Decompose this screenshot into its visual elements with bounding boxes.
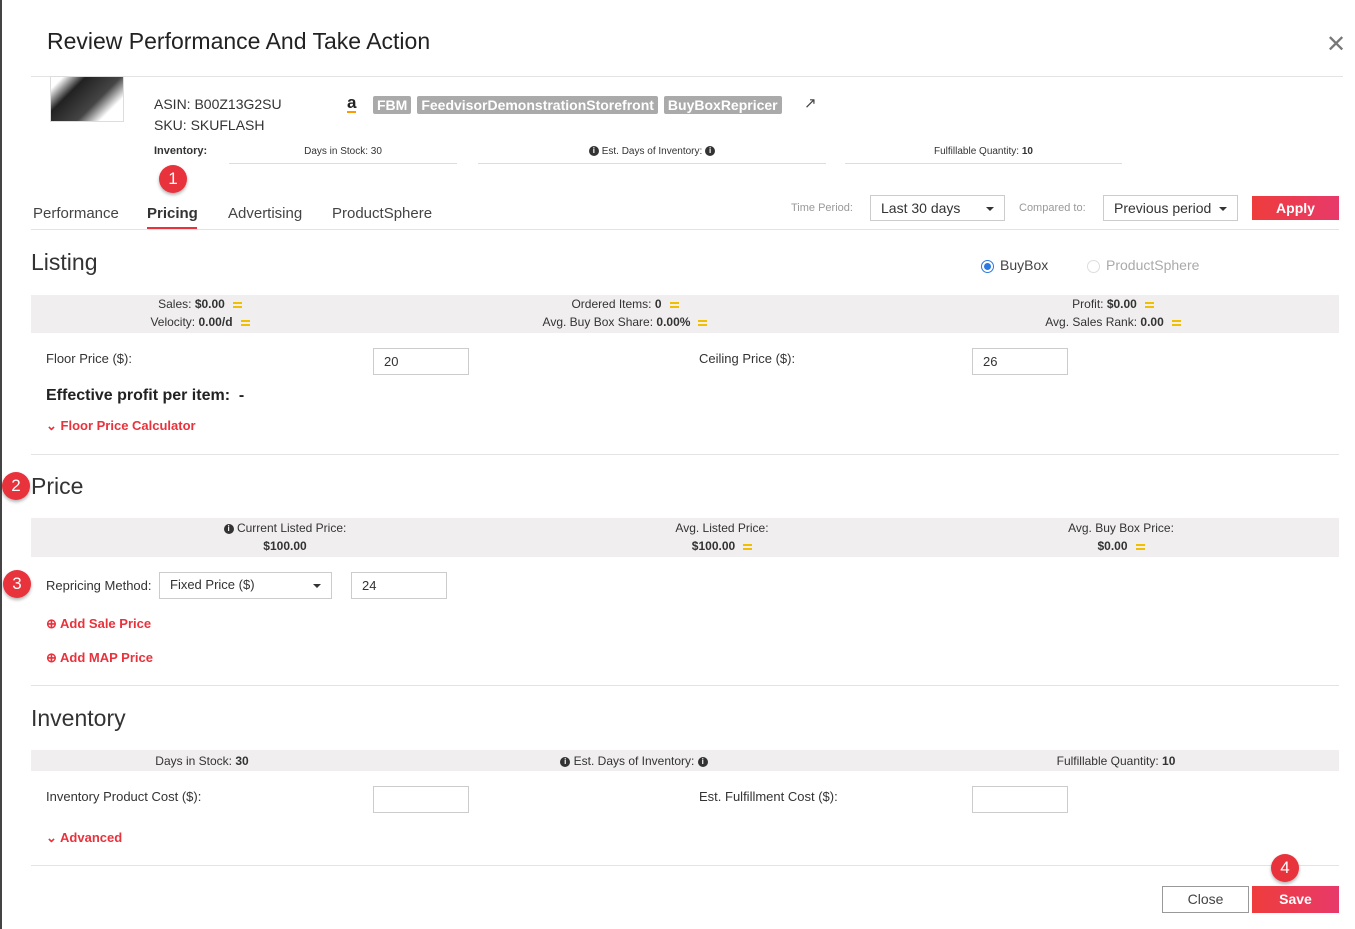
time-period-select[interactable]: Last 30 days [870, 195, 1005, 221]
ceiling-price-input[interactable]: 26 [972, 348, 1068, 375]
floor-price-calculator-link[interactable]: ⌄ Floor Price Calculator [46, 418, 196, 433]
badge-fulfillment: FBM [373, 96, 412, 114]
dialog-title: Review Performance And Take Action [47, 28, 431, 54]
repricing-method-label: Repricing Method: [46, 578, 152, 593]
badge-storefront: FeedvisorDemonstrationStorefront [417, 96, 658, 114]
divider [31, 229, 1339, 230]
stat-ordered-items: Ordered Items: 0 [425, 297, 825, 311]
equal-icon [232, 301, 242, 308]
equal-icon [1171, 319, 1181, 326]
inv-fulfillable: Fulfillable Quantity: 10 [1056, 754, 1176, 768]
radio-productsphere[interactable]: ProductSphere [1087, 257, 1199, 273]
stat-profit: Profit: $0.00 [913, 297, 1313, 311]
tab-advertising[interactable]: Advertising [228, 205, 303, 222]
info-icon: i [697, 756, 708, 767]
inv-days-in-stock: Days in Stock: 30 [155, 754, 249, 768]
stat-avg-listed-price: Avg. Listed Price: $100.00 [675, 521, 769, 553]
close-icon[interactable]: ✕ [1326, 31, 1347, 58]
radio-icon [981, 259, 994, 273]
close-button[interactable]: Close [1162, 886, 1249, 913]
chevron-down-icon [313, 584, 321, 588]
fulfillable-quantity: Fulfillable Quantity: 10 [845, 146, 1122, 164]
tab-pricing[interactable]: Pricing [147, 205, 198, 222]
inventory-label: Inventory: [154, 145, 208, 157]
info-icon: i [223, 523, 234, 534]
badge-repricer: BuyBoxRepricer [663, 96, 782, 114]
step-marker-4: 4 [1271, 854, 1299, 882]
stat-avg-buybox-price: Avg. Buy Box Price: $0.00 [1068, 521, 1174, 553]
info-icon: i [560, 756, 571, 767]
listing-heading: Listing [31, 249, 98, 275]
compared-to-select[interactable]: Previous period [1103, 195, 1238, 221]
product-cost-label: Inventory Product Cost ($): [46, 789, 202, 804]
radio-icon [1087, 259, 1100, 273]
equal-icon [669, 301, 679, 308]
tab-productsphere[interactable]: ProductSphere [332, 205, 433, 222]
step-marker-2: 2 [2, 472, 30, 500]
stat-current-listed-price: i Current Listed Price: $100.00 [85, 521, 485, 557]
effective-profit: Effective profit per item: - [46, 387, 245, 404]
inventory-stats-band [31, 750, 1339, 771]
external-link-icon[interactable]: ↗ [804, 95, 817, 112]
equal-icon [1144, 301, 1154, 308]
inv-est-days: i Est. Days of Inventory: i [434, 754, 834, 768]
stat-sales: Sales: $0.00 [0, 297, 400, 311]
product-thumbnail [50, 76, 124, 122]
advanced-link[interactable]: ⌄ Advanced [46, 830, 123, 845]
stat-sales-rank: Avg. Sales Rank: 0.00 [913, 315, 1313, 329]
days-in-stock: Days in Stock: 30 [229, 146, 457, 164]
floor-price-input[interactable]: 20 [373, 348, 469, 375]
floor-price-label: Floor Price ($): [46, 351, 132, 366]
tab-performance[interactable]: Performance [33, 205, 119, 222]
badge-list: FBM FeedvisorDemonstrationStorefront BuyBo… [373, 96, 788, 114]
info-icon: i [588, 146, 599, 157]
divider [31, 865, 1339, 866]
radio-buybox[interactable]: BuyBox [981, 257, 1048, 273]
info-icon: i [705, 146, 716, 157]
step-marker-1: 1 [159, 165, 187, 193]
equal-icon [743, 543, 753, 550]
divider [31, 76, 1343, 77]
divider [31, 685, 1339, 686]
est-days-inventory: i Est. Days of Inventory: i [478, 146, 826, 164]
chevron-down-icon [986, 207, 994, 211]
price-heading: Price [31, 473, 84, 499]
amazon-icon: a [347, 93, 357, 113]
repricing-method-select[interactable]: Fixed Price ($) [159, 572, 332, 599]
step-marker-3: 3 [3, 570, 31, 598]
sku: SKU: SKUFLASH [154, 117, 265, 133]
inventory-heading: Inventory [31, 705, 126, 731]
equal-icon [1135, 543, 1145, 550]
window-edge [0, 0, 2, 929]
price-stats-band [31, 518, 1339, 557]
listing-stats-band [31, 295, 1339, 333]
ceiling-price-label: Ceiling Price ($): [699, 351, 796, 366]
chevron-down-icon [1219, 207, 1227, 211]
equal-icon [240, 319, 250, 326]
stat-buybox-share: Avg. Buy Box Share: 0.00% [425, 315, 825, 329]
apply-button[interactable]: Apply [1252, 196, 1339, 220]
fulfillment-cost-label: Est. Fulfillment Cost ($): [699, 789, 838, 804]
add-map-price-link[interactable]: ⊕ Add MAP Price [46, 650, 153, 665]
fixed-price-input[interactable]: 24 [351, 572, 447, 599]
divider [31, 454, 1339, 455]
compared-to-label: Compared to: [1019, 202, 1086, 214]
save-button[interactable]: Save [1252, 886, 1339, 913]
fulfillment-cost-input[interactable] [972, 786, 1068, 813]
active-tab-indicator [147, 227, 197, 230]
asin: ASIN: B00Z13G2SU [154, 96, 282, 112]
time-period-label: Time Period: [791, 202, 853, 214]
equal-icon [698, 319, 708, 326]
stat-velocity: Velocity: 0.00/d [0, 315, 400, 329]
add-sale-price-link[interactable]: ⊕ Add Sale Price [46, 616, 152, 631]
product-cost-input[interactable] [373, 786, 469, 813]
